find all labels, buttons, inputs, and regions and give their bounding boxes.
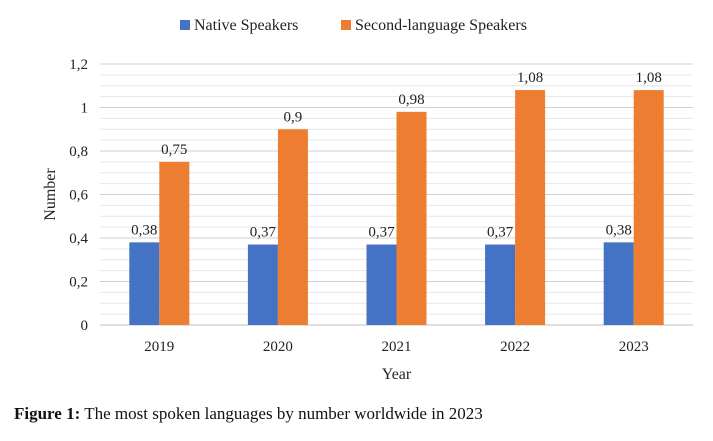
bar (277, 129, 308, 325)
y-tick-label: 0,4 (69, 231, 88, 247)
x-axis-title: Year (382, 366, 412, 383)
y-tick-label: 0,2 (69, 275, 88, 291)
caption-label: Figure 1: (14, 404, 81, 423)
y-tick-label: 0,6 (69, 188, 88, 204)
data-label: 0,37 (487, 225, 514, 241)
data-label: 0,75 (161, 142, 187, 158)
bar (603, 242, 634, 325)
data-label: 0,9 (284, 109, 303, 125)
data-label: 1,08 (517, 70, 543, 86)
x-tick-label: 2023 (619, 339, 649, 355)
legend-swatch (180, 20, 190, 30)
bar (247, 244, 278, 325)
y-tick-label: 1,2 (69, 57, 88, 73)
data-label: 0,38 (606, 222, 632, 238)
bar (366, 244, 397, 325)
caption-text: The most spoken languages by number worl… (80, 404, 483, 423)
legend-label: Native Speakers (194, 17, 298, 34)
x-tick-label: 2021 (382, 339, 412, 355)
data-label: 0,98 (398, 92, 424, 108)
y-tick-label: 1 (81, 101, 89, 117)
data-label: 0,37 (250, 225, 277, 241)
x-tick-label: 2019 (144, 339, 174, 355)
bar (129, 242, 160, 325)
bar-chart: 0 0,2 0,4 0,6 0,8 1 1,2 0,38 0,75 2019 0,37 0,9 2020… (42, 17, 693, 383)
bar (159, 161, 190, 325)
x-tick-label: 2020 (263, 339, 293, 355)
bar (485, 244, 516, 325)
data-label: 0,37 (368, 225, 395, 241)
y-axis-title: Number (42, 168, 59, 221)
bar (633, 90, 664, 325)
y-tick-label: 0,8 (69, 144, 88, 160)
y-tick-label: 0 (81, 318, 89, 334)
data-label: 1,08 (636, 70, 662, 86)
data-label: 0,38 (131, 222, 157, 238)
legend-label: Second-language Speakers (355, 17, 527, 34)
legend-swatch (341, 20, 351, 30)
bar (396, 111, 427, 325)
bar (515, 90, 546, 325)
x-tick-label: 2022 (500, 339, 530, 355)
figure-caption: Figure 1: The most spoken languages by n… (14, 404, 483, 424)
